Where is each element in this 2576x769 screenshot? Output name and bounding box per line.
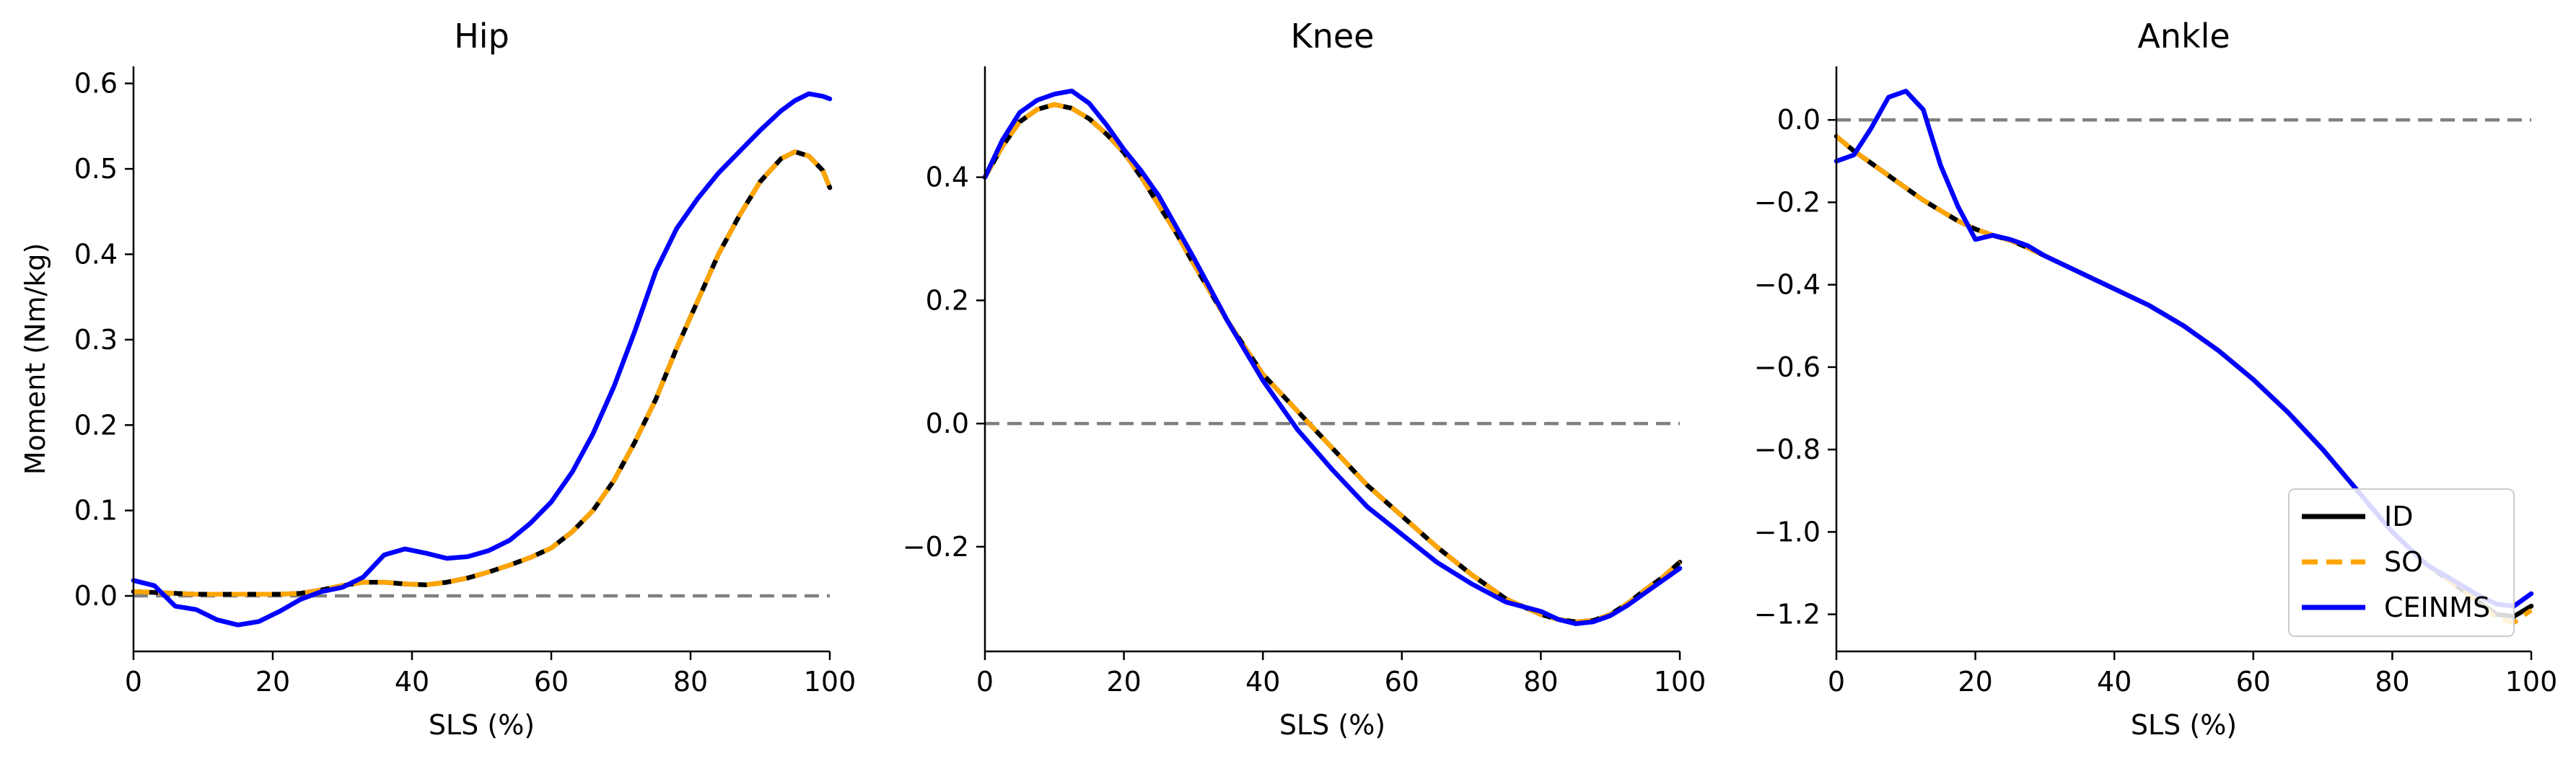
y-tick-label: −0.2 (1754, 186, 1821, 218)
y-tick-label: 0.0 (926, 408, 969, 439)
series-line-ceinms (131, 91, 833, 628)
y-tick-label: −0.4 (1754, 269, 1821, 301)
panel-title: Ankle (2137, 17, 2230, 56)
y-tick-label: −1.0 (1754, 516, 1821, 548)
series-line-id (131, 149, 833, 597)
panel-knee: 0 20 40 60 80 100 −0.2 0.0 0.2 0.4 Knee SLS (%) (903, 17, 1707, 741)
legend-label-so: SO (2384, 546, 2423, 578)
x-tick-label: 60 (2236, 666, 2271, 698)
series-line-so (133, 149, 833, 597)
panel-ankle: 0 20 40 60 80 100 −1.2 −1.0 −0.8 −0.6 −0.4 −0.2 0.0 A… (1754, 17, 2558, 741)
legend: ID SO CEINMS (2288, 488, 2515, 637)
y-tick-label: 0.1 (74, 495, 118, 527)
panel-title: Knee (1291, 17, 1375, 56)
x-tick-label: 100 (804, 666, 857, 698)
x-axis-label: SLS (%) (429, 709, 535, 741)
x-tick-label: 20 (1106, 666, 1141, 698)
legend-label-ceinms: CEINMS (2384, 592, 2490, 623)
x-tick-label: 100 (1654, 666, 1707, 698)
y-tick-label: 0.5 (74, 153, 118, 185)
x-tick-label: 0 (125, 666, 142, 698)
y-tick-label: −0.8 (1754, 434, 1821, 465)
x-axis-label: SLS (%) (2131, 709, 2237, 741)
y-tick-label: −0.2 (903, 531, 969, 563)
x-tick-label: 100 (2505, 666, 2558, 698)
y-tick-label: 0.4 (74, 238, 118, 270)
y-tick-label: 0.2 (74, 409, 118, 441)
x-tick-label: 80 (2375, 666, 2409, 698)
x-tick-label: 20 (255, 666, 290, 698)
x-tick-label: 80 (673, 666, 708, 698)
x-tick-label: 0 (976, 666, 994, 698)
legend-box (2288, 488, 2515, 637)
y-tick-label: −1.2 (1754, 599, 1821, 630)
series-line-id (982, 102, 1683, 625)
series-line-ceinms (982, 88, 1683, 626)
y-tick-label: 0.6 (74, 68, 118, 100)
legend-label-id: ID (2384, 501, 2413, 532)
y-axis-label: Moment (Nm/kg) (19, 243, 51, 475)
x-tick-label: 80 (1523, 666, 1558, 698)
x-tick-label: 60 (1385, 666, 1419, 698)
panel-title: Hip (454, 17, 509, 56)
y-tick-label: −0.6 (1754, 351, 1821, 383)
y-tick-label: 0.0 (74, 580, 118, 612)
series-line-so (983, 102, 1682, 625)
y-tick-label: 0.4 (926, 162, 969, 193)
y-tick-label: 0.0 (1777, 104, 1821, 136)
x-tick-label: 40 (2097, 666, 2132, 698)
x-tick-label: 0 (1828, 666, 1845, 698)
x-axis-label: SLS (%) (1279, 709, 1385, 741)
x-tick-label: 40 (1245, 666, 1280, 698)
panel-hip: 0 20 40 60 80 100 0.0 0.1 0.2 0.3 0.4 0.5 0.6 Hip SLS … (19, 17, 856, 741)
y-tick-label: 0.2 (926, 284, 969, 316)
x-tick-label: 20 (1958, 666, 1992, 698)
y-tick-label: 0.3 (74, 324, 118, 356)
x-tick-label: 40 (395, 666, 429, 698)
x-tick-label: 60 (534, 666, 569, 698)
